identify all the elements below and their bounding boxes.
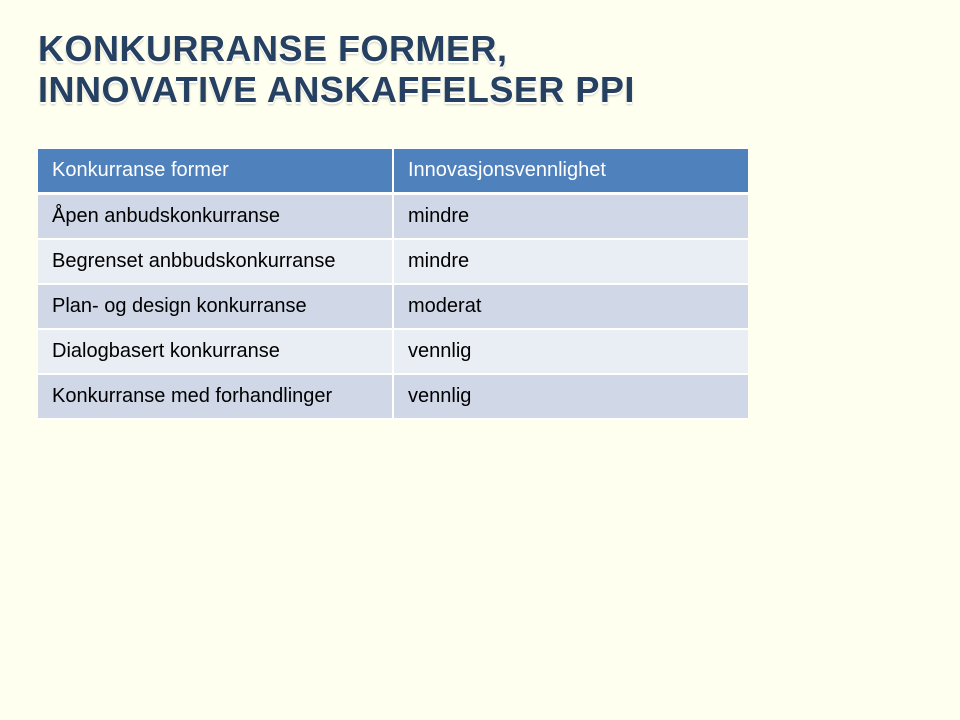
- table-row: Åpen anbudskonkurranse mindre: [38, 193, 748, 239]
- cell-type: Konkurranse med forhandlinger: [38, 374, 393, 419]
- cell-level: mindre: [393, 239, 748, 284]
- comparison-table: Konkurranse former Innovasjonsvennlighet…: [38, 147, 748, 420]
- table-row: Dialogbasert konkurranse vennlig: [38, 329, 748, 374]
- table-row: Konkurranse med forhandlinger vennlig: [38, 374, 748, 419]
- cell-level: vennlig: [393, 329, 748, 374]
- col-header-konkurranse: Konkurranse former: [38, 148, 393, 194]
- cell-type: Begrenset anbbudskonkurranse: [38, 239, 393, 284]
- cell-type: Åpen anbudskonkurranse: [38, 193, 393, 239]
- title-line-1: KONKURRANSE FORMER,: [38, 28, 508, 69]
- cell-type: Dialogbasert konkurranse: [38, 329, 393, 374]
- cell-level: vennlig: [393, 374, 748, 419]
- table-header-row: Konkurranse former Innovasjonsvennlighet: [38, 148, 748, 194]
- title-line-2: INNOVATIVE ANSKAFFELSER PPI: [38, 69, 635, 110]
- cell-level: mindre: [393, 193, 748, 239]
- table-row: Plan- og design konkurranse moderat: [38, 284, 748, 329]
- slide-title: KONKURRANSE FORMER, INNOVATIVE ANSKAFFEL…: [0, 0, 960, 111]
- table-row: Begrenset anbbudskonkurranse mindre: [38, 239, 748, 284]
- col-header-innovasjon: Innovasjonsvennlighet: [393, 148, 748, 194]
- cell-type: Plan- og design konkurranse: [38, 284, 393, 329]
- cell-level: moderat: [393, 284, 748, 329]
